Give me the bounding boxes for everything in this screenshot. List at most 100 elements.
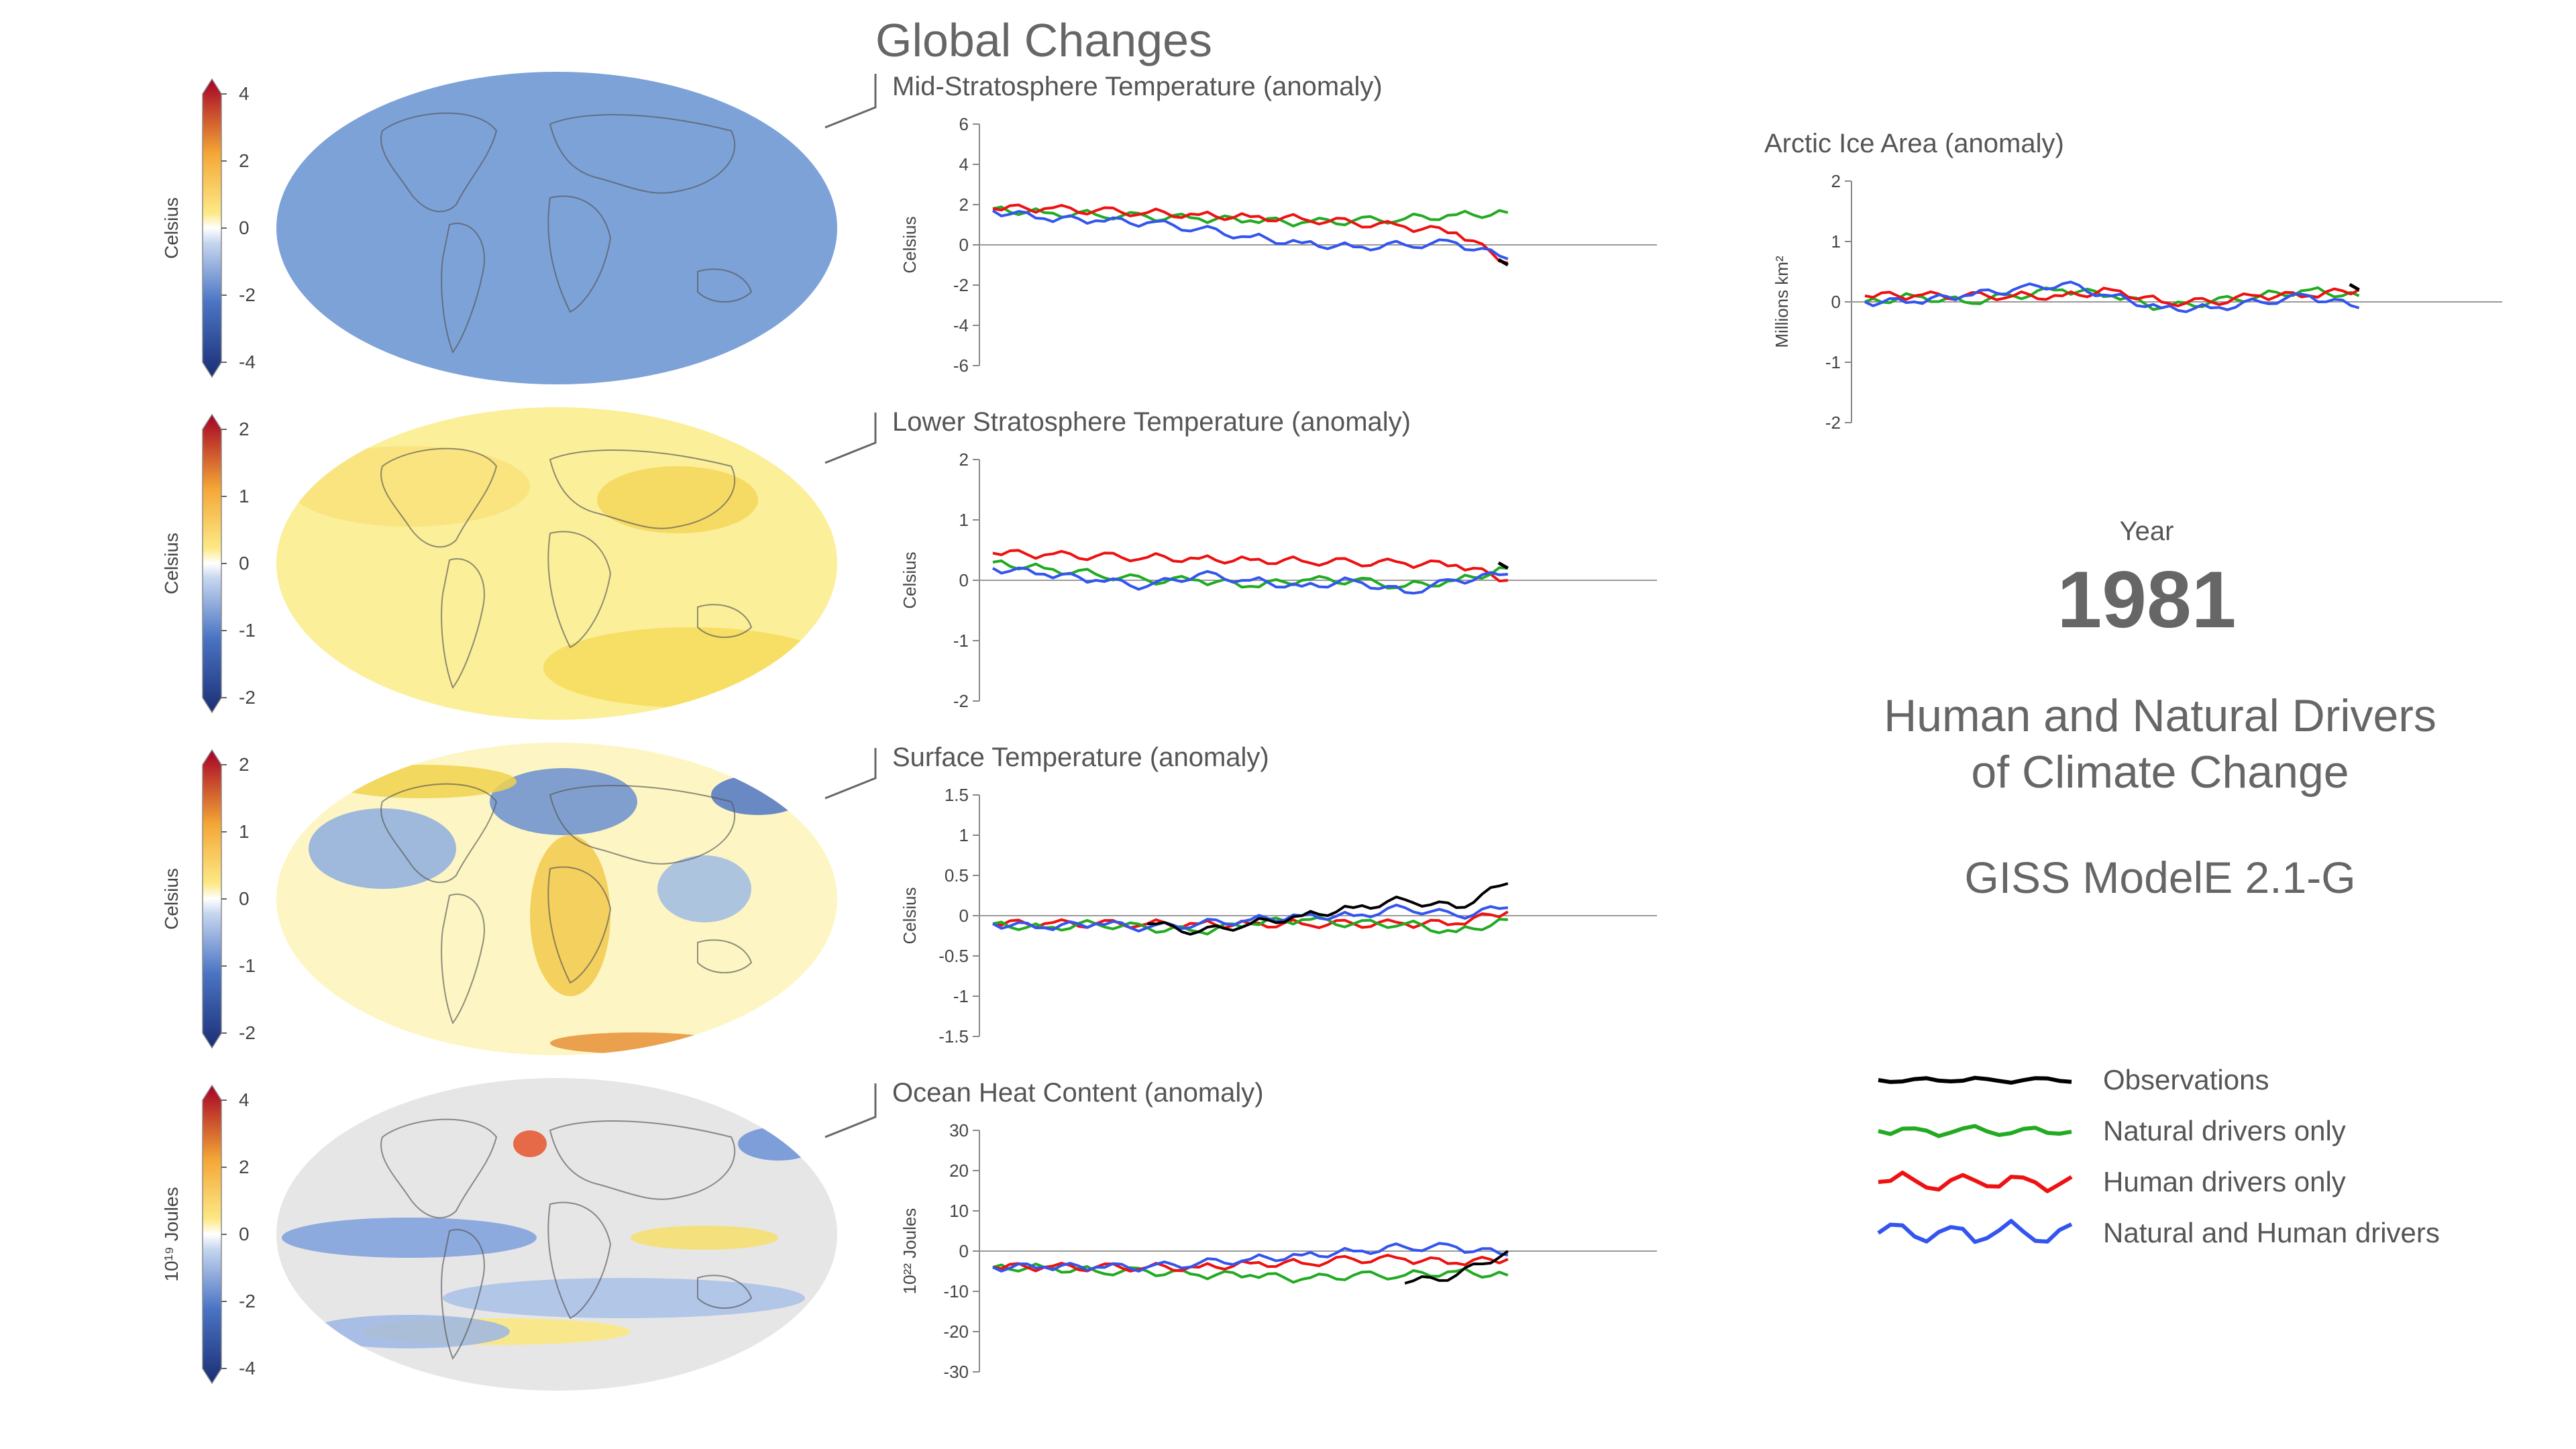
y-tick-label: -2 xyxy=(1825,413,1841,433)
colorbar-unit-label: 10¹⁹ Joules xyxy=(161,1187,182,1281)
colorbar-tick-label: -1 xyxy=(239,620,256,641)
series-human xyxy=(1864,286,2360,307)
chart-lower-stratosphere: Lower Stratosphere Temperature (anomaly)… xyxy=(892,407,1657,711)
y-tick-label: -2 xyxy=(953,275,969,295)
chart-title: Lower Stratosphere Temperature (anomaly) xyxy=(892,407,1411,437)
map-surface-temperature xyxy=(276,743,837,1055)
y-tick-label: 6 xyxy=(959,114,969,134)
colorbar-tick-label: 2 xyxy=(239,754,250,775)
y-tick-label: -1 xyxy=(953,986,969,1006)
map-lower-stratosphere xyxy=(276,407,837,720)
map-anomaly-region xyxy=(288,446,530,527)
y-tick-label: 10 xyxy=(949,1201,969,1221)
y-axis-label: Millions km² xyxy=(1772,256,1792,348)
series-natural xyxy=(992,559,1508,590)
map-mid-stratosphere xyxy=(276,72,837,384)
colorbar-tick-label: -1 xyxy=(239,955,256,976)
chart-title: Ocean Heat Content (anomaly) xyxy=(892,1078,1264,1108)
colorbar-unit-label: Celsius xyxy=(161,868,182,930)
map-anomaly-region xyxy=(513,1130,547,1157)
series-natural_human xyxy=(991,566,1508,595)
year-label: Year xyxy=(2119,517,2174,546)
y-tick-label: 4 xyxy=(959,154,969,174)
colorbar-tick-label: -2 xyxy=(239,284,256,305)
y-axis-label: Celsius xyxy=(900,551,920,608)
y-tick-label: -20 xyxy=(943,1322,969,1342)
connector-line xyxy=(824,1083,877,1138)
colorbar-tick-label: 4 xyxy=(239,83,250,104)
y-tick-label: -1 xyxy=(953,631,969,651)
legend-swatch xyxy=(1877,1219,2073,1244)
continent-outline xyxy=(697,604,753,638)
series-natural_human xyxy=(992,904,1509,932)
colorbar-unit-label: Celsius xyxy=(161,533,182,594)
connector-line xyxy=(824,74,877,129)
colorbar-tick-label: 0 xyxy=(239,553,250,574)
colorbar-tick-label: -4 xyxy=(239,352,256,372)
chart-mid-stratosphere: Mid-Stratosphere Temperature (anomaly) 6 4… xyxy=(892,72,1657,376)
continent-outline xyxy=(697,939,753,973)
y-tick-label: 1 xyxy=(959,825,969,845)
connector-line xyxy=(824,748,877,800)
model-name: GISS ModelE 2.1-G xyxy=(1964,853,2356,902)
series-observations xyxy=(2349,282,2360,292)
continent-outline xyxy=(549,785,736,865)
chart-title: Surface Temperature (anomaly) xyxy=(892,743,1269,772)
series-observations xyxy=(1497,561,1509,570)
y-tick-label: 20 xyxy=(949,1161,969,1181)
colorbar-tick-label: 4 xyxy=(239,1089,250,1110)
map-anomaly-region xyxy=(530,835,610,996)
chart-surface-temperature: Surface Temperature (anomaly) 1.5 1 0.5 0 -0.… xyxy=(892,743,1657,1046)
series-natural_human xyxy=(1864,280,2360,313)
legend: Observations Natural drivers only Human dr… xyxy=(1877,1064,2440,1248)
y-tick-label: 1 xyxy=(959,510,969,530)
map-anomaly-region xyxy=(543,627,837,708)
continent-outline xyxy=(549,1120,736,1200)
series-human xyxy=(992,203,1509,264)
y-tick-label: -0.5 xyxy=(938,946,969,966)
map-anomaly-region xyxy=(329,765,517,798)
continent-outline xyxy=(380,447,498,548)
y-tick-label: 2 xyxy=(959,195,969,215)
legend-swatch xyxy=(1878,1171,2073,1193)
continent-outline xyxy=(547,531,612,649)
colorbar-tick-label: 0 xyxy=(239,1224,250,1244)
map-anomaly-region xyxy=(309,808,456,889)
legend-label: Natural and Human drivers xyxy=(2103,1217,2440,1248)
y-tick-label: 0 xyxy=(1831,292,1841,312)
continent-outline xyxy=(549,449,736,529)
colorbar-gradient xyxy=(202,749,222,1049)
continent-outline xyxy=(380,112,498,213)
legend-swatch xyxy=(1878,1124,2072,1138)
map-anomaly-region xyxy=(738,1127,818,1161)
page-title: Global Changes xyxy=(875,14,1212,66)
legend-label: Observations xyxy=(2103,1064,2269,1095)
y-tick-label: 2 xyxy=(1831,171,1841,191)
continent-outline xyxy=(547,866,612,984)
colorbar-lower-stratosphere: 2 1 0 -1 -2 Celsius xyxy=(161,413,256,714)
series-natural_human xyxy=(991,209,1509,260)
y-tick-label: -30 xyxy=(943,1362,969,1382)
colorbar-tick-label: -2 xyxy=(239,687,256,708)
continent-outline xyxy=(547,195,612,313)
y-axis-label: Celsius xyxy=(900,216,920,273)
chart-title: Arctic Ice Area (anomaly) xyxy=(1764,129,2064,158)
y-tick-label: 0 xyxy=(959,1241,969,1261)
y-tick-label: -1 xyxy=(1825,352,1841,372)
y-tick-label: 1.5 xyxy=(945,785,969,805)
colorbar-unit-label: Celsius xyxy=(161,197,182,259)
map-anomaly-region xyxy=(597,466,758,533)
continent-outline xyxy=(441,558,485,690)
y-tick-label: 2 xyxy=(959,449,969,470)
y-tick-label: 1 xyxy=(1831,231,1841,252)
main-title-line2: of Climate Change xyxy=(1971,747,2349,798)
colorbar-ocean-heat: 4 2 0 -2 -4 10¹⁹ Joules xyxy=(161,1084,256,1385)
map-anomaly-region xyxy=(550,1032,724,1054)
continent-outline xyxy=(380,783,498,883)
year-value: 1981 xyxy=(2057,555,2237,645)
colorbar-tick-label: 1 xyxy=(239,486,250,506)
map-background xyxy=(276,72,837,384)
colorbar-mid-stratosphere: 4 2 0 -2 -4 Celsius xyxy=(161,78,256,378)
colorbar-tick-label: -4 xyxy=(239,1358,256,1379)
